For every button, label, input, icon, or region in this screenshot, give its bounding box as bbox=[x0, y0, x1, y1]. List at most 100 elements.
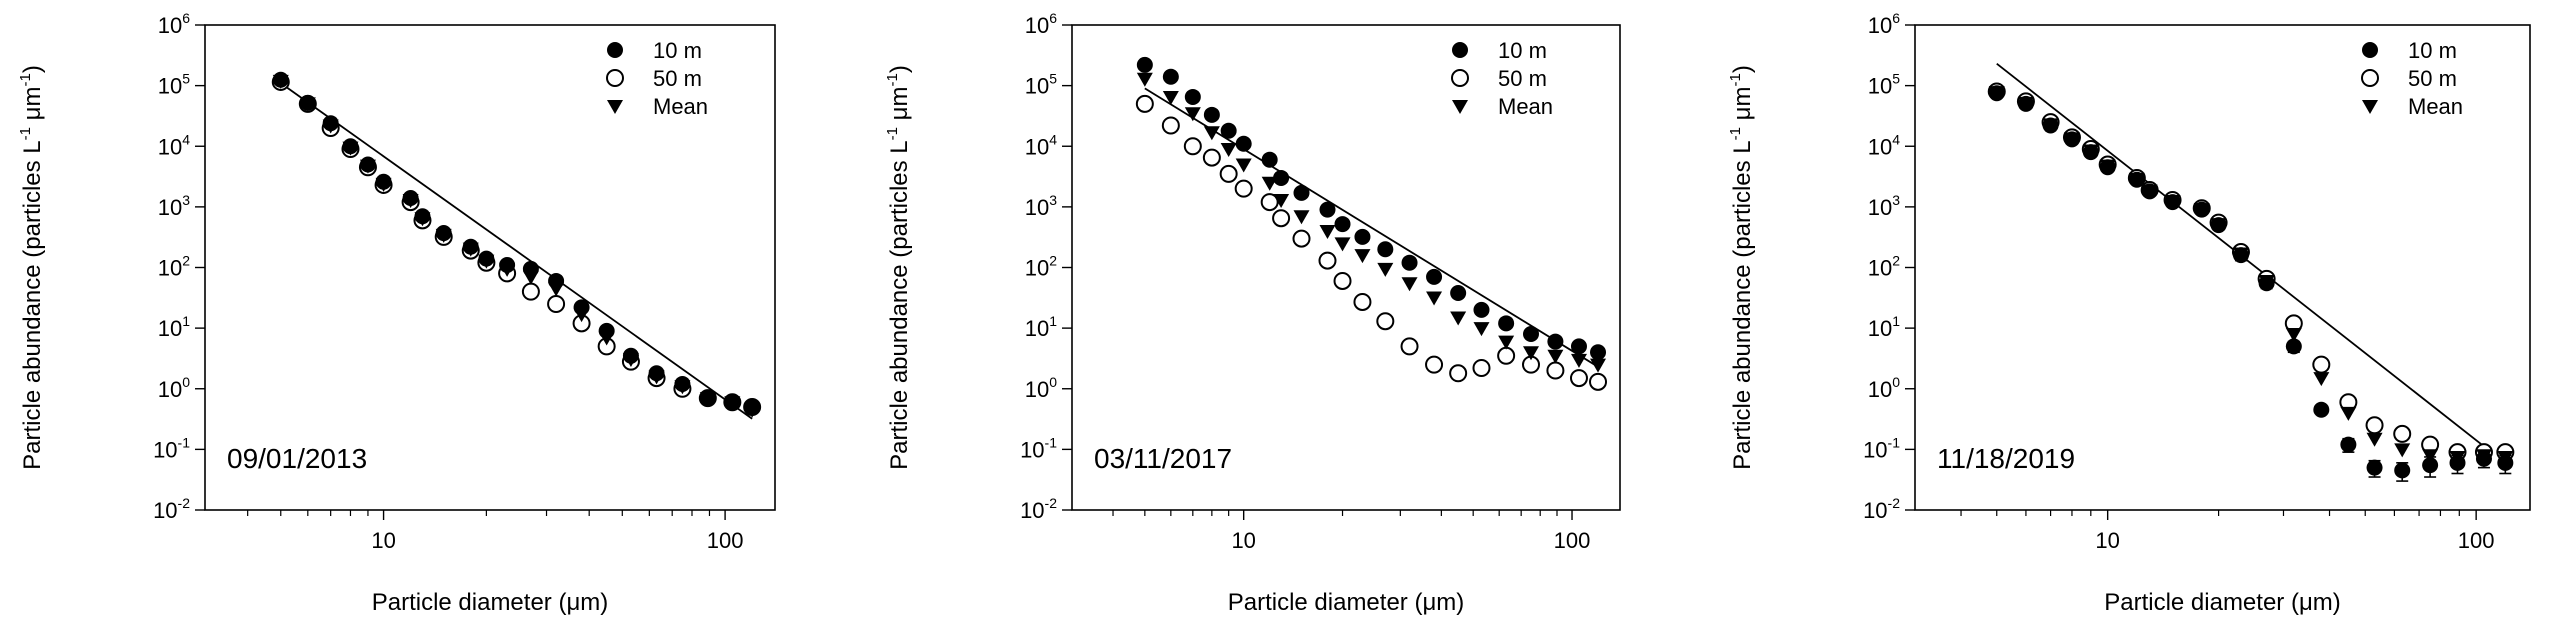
y-tick-exponent: 5 bbox=[1892, 71, 1900, 87]
data-point bbox=[1498, 335, 1515, 350]
legend-label: Mean bbox=[653, 94, 708, 119]
x-tick-label: 100 bbox=[2458, 528, 2495, 553]
y-axis-label-exponent: -1 bbox=[17, 73, 34, 86]
y-tick-label: 100 bbox=[1868, 374, 1900, 402]
data-point bbox=[1354, 228, 1371, 245]
data-point bbox=[1425, 355, 1444, 374]
data-point bbox=[699, 390, 716, 407]
legend-marker bbox=[1451, 69, 1469, 87]
y-axis-label-unit: μm bbox=[1729, 86, 1756, 127]
y-tick-exponent: 2 bbox=[1049, 253, 1057, 269]
y-axis-label-exponent: -1 bbox=[1727, 127, 1744, 140]
y-tick-exponent: 1 bbox=[1049, 313, 1057, 329]
y-tick-label: 105 bbox=[158, 71, 190, 99]
y-tick-exponent: 3 bbox=[182, 192, 190, 208]
y-tick-base: 10 bbox=[158, 134, 182, 159]
data-point bbox=[1319, 201, 1336, 218]
data-point bbox=[1547, 349, 1564, 364]
y-tick-exponent: 3 bbox=[1049, 192, 1057, 208]
y-axis-label-exponent: -1 bbox=[1727, 73, 1744, 86]
series-10-m bbox=[1988, 85, 2514, 482]
data-point bbox=[375, 173, 392, 190]
data-point bbox=[359, 156, 376, 173]
y-tick-exponent: 4 bbox=[1892, 131, 1900, 147]
x-tick-label: 10 bbox=[371, 528, 395, 553]
y-tick-base: 10 bbox=[158, 377, 182, 402]
data-point bbox=[1161, 116, 1180, 135]
data-point bbox=[1273, 193, 1290, 208]
data-point bbox=[2475, 450, 2492, 467]
y-tick-base: 10 bbox=[1868, 377, 1892, 402]
data-point bbox=[1522, 346, 1539, 361]
data-point bbox=[2366, 432, 2383, 447]
data-point bbox=[462, 238, 479, 255]
legend-label: Mean bbox=[2408, 94, 2463, 119]
data-point bbox=[1293, 184, 1310, 201]
fit-line bbox=[280, 82, 753, 420]
data-point bbox=[1203, 126, 1220, 141]
series-50-m bbox=[271, 72, 762, 416]
y-tick-label: 104 bbox=[1868, 131, 1900, 159]
legend-marker bbox=[607, 100, 623, 114]
data-point bbox=[547, 294, 566, 313]
x-axis-label: Particle diameter (μm) bbox=[2104, 589, 2341, 616]
data-point bbox=[1220, 143, 1237, 158]
data-point bbox=[1401, 254, 1418, 271]
data-point bbox=[2422, 457, 2439, 474]
data-point bbox=[1522, 326, 1539, 343]
date-annotation: 11/18/2019 bbox=[1937, 443, 2075, 474]
legend-marker bbox=[607, 42, 623, 58]
data-point bbox=[1334, 237, 1351, 252]
y-axis-label-text: Particle abundance (particles L bbox=[19, 140, 46, 470]
x-axis-label-close: ) bbox=[2333, 589, 2341, 616]
y-tick-base: 10 bbox=[1025, 256, 1049, 281]
y-tick-label: 10-1 bbox=[153, 434, 190, 462]
data-point bbox=[2312, 355, 2331, 374]
data-point bbox=[1498, 315, 1515, 332]
y-axis-label-close: ) bbox=[1729, 65, 1756, 73]
legend-marker bbox=[1452, 42, 1468, 58]
y-tick-label: 102 bbox=[1025, 253, 1057, 281]
data-point bbox=[548, 272, 565, 289]
y-tick-base: 10 bbox=[158, 74, 182, 99]
data-point bbox=[2285, 338, 2302, 355]
data-point bbox=[402, 190, 419, 207]
data-point bbox=[573, 299, 590, 316]
data-point bbox=[1162, 68, 1179, 85]
y-tick-exponent: 1 bbox=[1892, 313, 1900, 329]
data-point bbox=[322, 115, 339, 132]
data-point bbox=[478, 250, 495, 267]
data-point bbox=[1473, 301, 1490, 318]
data-point bbox=[1354, 249, 1371, 264]
legend: 10 m 50 m Mean bbox=[1451, 38, 1553, 119]
data-point bbox=[1590, 344, 1607, 361]
legend-marker bbox=[606, 69, 624, 87]
y-tick-exponent: 6 bbox=[1049, 10, 1057, 26]
data-point bbox=[1261, 151, 1278, 168]
data-point bbox=[1497, 346, 1516, 365]
data-point bbox=[2232, 247, 2249, 264]
data-point bbox=[1136, 56, 1153, 73]
data-point bbox=[1293, 210, 1310, 225]
y-axis-label-text: Particle abundance (particles L bbox=[886, 140, 913, 470]
data-point bbox=[744, 398, 761, 415]
x-axis-label-text: Particle diameter ( bbox=[1228, 589, 1423, 616]
data-point bbox=[1473, 322, 1490, 337]
data-point bbox=[648, 365, 665, 382]
y-tick-exponent: 0 bbox=[1892, 374, 1900, 390]
y-tick-label: 101 bbox=[1868, 313, 1900, 341]
y-tick-exponent: 6 bbox=[1892, 10, 1900, 26]
date-annotation: 09/01/2013 bbox=[227, 443, 367, 474]
data-point bbox=[299, 94, 316, 111]
data-point bbox=[2449, 454, 2466, 471]
data-point bbox=[1426, 268, 1443, 285]
data-point bbox=[1234, 179, 1253, 198]
data-point bbox=[1988, 85, 2005, 102]
data-point bbox=[1376, 312, 1395, 331]
data-point bbox=[2128, 171, 2145, 188]
data-point bbox=[1203, 106, 1220, 123]
data-point bbox=[1590, 358, 1607, 373]
